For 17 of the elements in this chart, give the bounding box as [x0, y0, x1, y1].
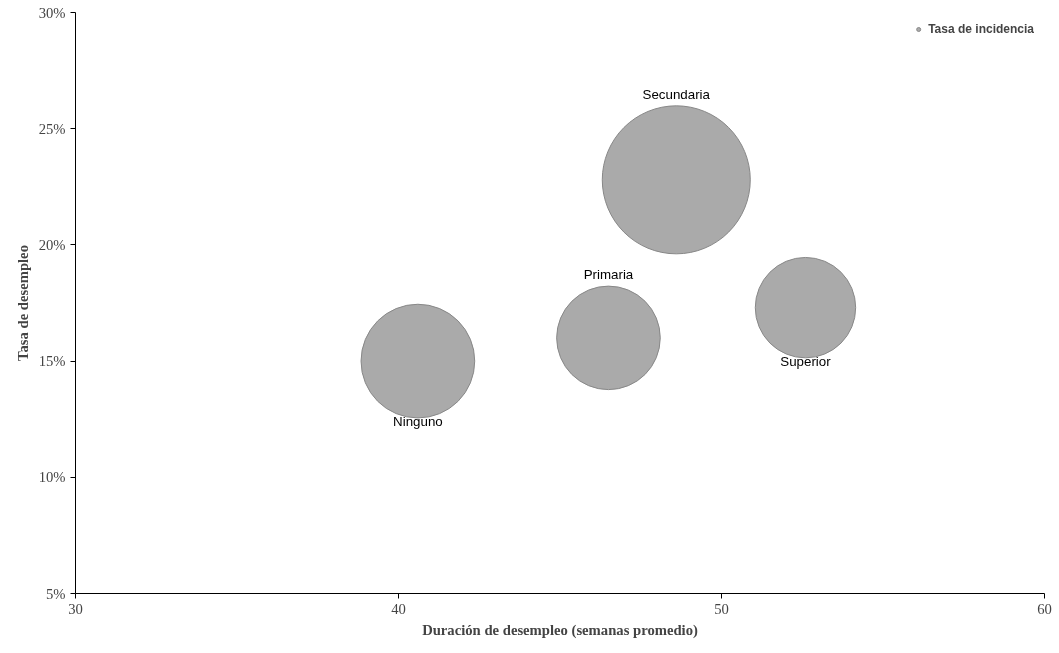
legend-label: Tasa de incidencia	[928, 22, 1034, 36]
annotation: Superior	[780, 353, 832, 369]
y-tick-label: 10%	[38, 469, 66, 486]
x-tick-label: 50	[714, 600, 729, 617]
x-axis-title: Duración de desempleo (semanas promedio)	[422, 621, 698, 639]
y-axis-title: Tasa de desempleo	[14, 245, 31, 361]
y-tick-label: 30%	[38, 4, 66, 21]
x-tick-label: 30	[68, 600, 83, 617]
x-tick-label: 60	[1037, 600, 1052, 617]
annotation: Primaria	[583, 267, 634, 283]
x-tick-label: 40	[391, 600, 406, 617]
y-tick-label: 25%	[38, 120, 66, 137]
y-tick-label: 15%	[38, 353, 66, 370]
annotation: Ninguno	[393, 413, 443, 429]
annotation: Secundaria	[642, 86, 711, 102]
y-tick-label: 20%	[38, 236, 66, 253]
y-tick-label: 5%	[45, 585, 66, 602]
